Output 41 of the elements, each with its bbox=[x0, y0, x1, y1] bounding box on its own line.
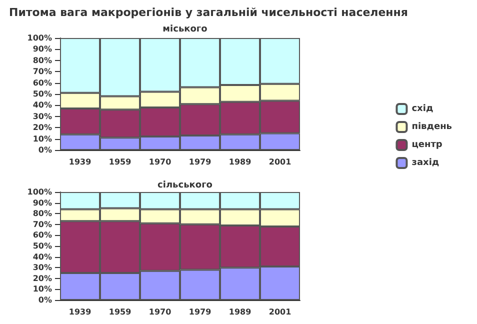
chart-title: сільського bbox=[158, 180, 212, 190]
y-tick-label: 90% bbox=[32, 44, 52, 54]
chart-subtitle: міського bbox=[162, 24, 208, 34]
y-tick-label: 40% bbox=[32, 252, 52, 262]
y-tick-label: 0% bbox=[38, 146, 52, 154]
y-tick-label: 60% bbox=[32, 78, 52, 88]
y-tick-label: 100% bbox=[27, 34, 52, 42]
legend-label: південь bbox=[412, 122, 452, 132]
x-tick-label: 1970 bbox=[148, 158, 172, 166]
y-tick-label: 80% bbox=[32, 56, 52, 65]
x-tick-label: 1939 bbox=[68, 308, 92, 316]
y-tick-label: 30% bbox=[32, 112, 52, 121]
x-tick-label: 1979 bbox=[188, 158, 212, 166]
x-tick-label: 1959 bbox=[108, 158, 132, 166]
y-tick-label: 20% bbox=[32, 274, 52, 283]
x-tick-label: 2001 bbox=[268, 308, 292, 316]
chart-title: Питома вага макрорегіонів у загальній чисельності населення bbox=[9, 6, 408, 19]
y-tick-label: 70% bbox=[32, 67, 52, 76]
y-tick-label: 20% bbox=[32, 123, 52, 132]
y-tick-label: 90% bbox=[32, 198, 52, 208]
y-tick-label: 10% bbox=[32, 134, 52, 144]
legend-label: схід bbox=[412, 104, 434, 114]
y-tick-label: 30% bbox=[32, 263, 52, 272]
y-tick-label: 100% bbox=[27, 188, 52, 196]
y-tick-label: 0% bbox=[38, 296, 52, 304]
x-tick-label: 1989 bbox=[228, 308, 252, 316]
y-tick-label: 60% bbox=[32, 230, 52, 240]
x-tick-label: 2001 bbox=[268, 158, 292, 166]
y-tick-label: 40% bbox=[32, 100, 52, 110]
y-tick-label: 80% bbox=[32, 209, 52, 218]
legend-label: центр bbox=[412, 140, 443, 150]
x-tick-label: 1979 bbox=[188, 308, 212, 316]
y-tick-label: 10% bbox=[32, 284, 52, 294]
y-tick-label: 50% bbox=[32, 242, 52, 250]
x-tick-label: 1959 bbox=[108, 308, 132, 316]
x-tick-label: 1939 bbox=[68, 158, 92, 166]
legend-label: захід bbox=[412, 158, 440, 168]
x-tick-label: 1989 bbox=[228, 158, 252, 166]
x-tick-label: 1970 bbox=[148, 308, 172, 316]
y-tick-label: 50% bbox=[32, 90, 52, 98]
y-tick-label: 70% bbox=[32, 220, 52, 229]
